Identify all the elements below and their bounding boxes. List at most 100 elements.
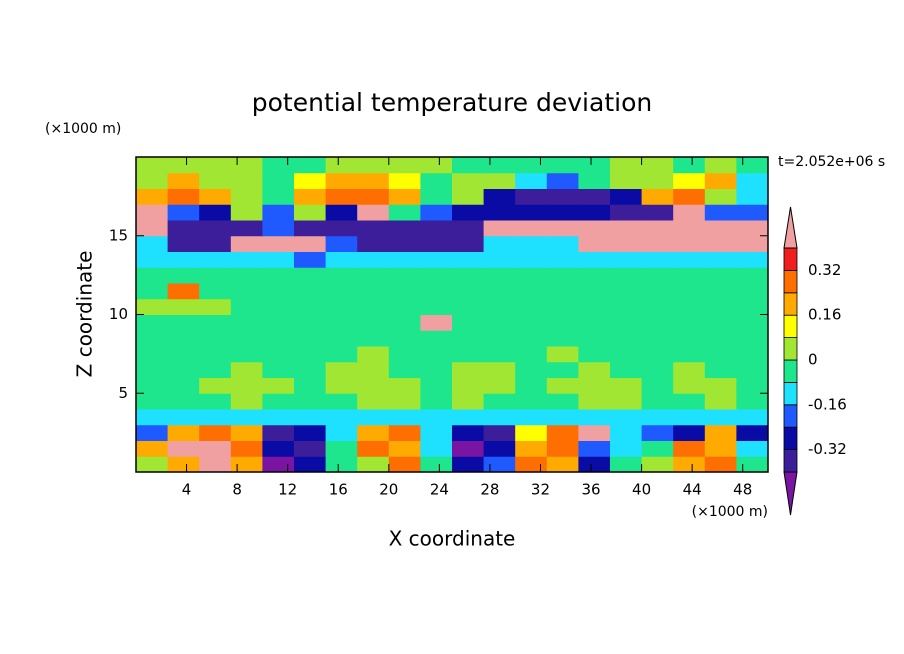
contour-cell: [673, 424, 706, 441]
colorbar-band: [783, 426, 798, 451]
colorbar-label: 0: [808, 351, 818, 369]
contour-cell: [230, 235, 263, 252]
x-tick-label: 12: [278, 481, 297, 499]
contour-cell: [388, 188, 421, 205]
contour-cell: [515, 440, 548, 457]
contour-cell: [388, 377, 421, 394]
time-label: t=2.052e+06 s: [778, 154, 885, 170]
contour-cell: [546, 361, 579, 378]
contour-cell: [262, 220, 295, 237]
contour-cell: [420, 235, 453, 252]
contour-cell: [325, 361, 358, 378]
contour-cell: [704, 456, 737, 473]
contour-cell: [262, 267, 295, 284]
contour-cell: [578, 440, 611, 457]
contour-cell: [452, 393, 485, 410]
contour-cell: [578, 361, 611, 378]
contour-cell: [483, 220, 516, 237]
contour-cell: [610, 393, 643, 410]
contour-cell: [262, 157, 295, 174]
contour-cell: [578, 267, 611, 284]
contour-cell: [736, 424, 769, 441]
contour-cell: [641, 251, 674, 268]
contour-cell: [641, 330, 674, 347]
contour-cell: [136, 361, 169, 378]
contour-cell: [578, 220, 611, 237]
contour-cell: [704, 188, 737, 205]
contour-cell: [199, 393, 232, 410]
contour-cell: [641, 440, 674, 457]
contour-cell: [325, 424, 358, 441]
contour-cell: [167, 330, 200, 347]
contour-cell: [199, 220, 232, 237]
contour-cell: [610, 251, 643, 268]
contour-cell: [704, 267, 737, 284]
contour-cell: [641, 204, 674, 221]
contour-cell: [420, 283, 453, 300]
contour-cell: [199, 251, 232, 268]
contour-cell: [704, 377, 737, 394]
contour-cell: [294, 314, 327, 331]
chart-title: potential temperature deviation: [252, 88, 652, 117]
colorbar-band: [783, 449, 798, 473]
contour-cell: [388, 330, 421, 347]
x-tick-label: 8: [232, 481, 242, 499]
contour-cell: [325, 251, 358, 268]
contour-cell: [357, 314, 390, 331]
contour-cell: [736, 188, 769, 205]
contour-cell: [199, 172, 232, 189]
contour-cell: [610, 409, 643, 426]
contour-cell: [388, 314, 421, 331]
contour-cell: [515, 409, 548, 426]
contour-cell: [167, 204, 200, 221]
contour-cell: [736, 409, 769, 426]
contour-cell: [673, 267, 706, 284]
contour-cell: [167, 157, 200, 174]
contour-cell: [420, 346, 453, 363]
x-tick-label: 24: [430, 481, 449, 499]
contour-cell: [420, 314, 453, 331]
contour-cell: [736, 235, 769, 252]
contour-cell: [262, 235, 295, 252]
contour-cell: [420, 409, 453, 426]
contour-cell: [357, 235, 390, 252]
x-unit: (×1000 m): [692, 504, 768, 520]
contour-cell: [294, 188, 327, 205]
contour-cell: [578, 235, 611, 252]
x-tick-label: 32: [531, 481, 550, 499]
contour-cell: [357, 393, 390, 410]
contour-cell: [136, 424, 169, 441]
contour-cell: [578, 330, 611, 347]
contour-cell: [704, 424, 737, 441]
contour-cell: [136, 220, 169, 237]
colorbar-band: [783, 292, 798, 316]
contour-cell: [262, 409, 295, 426]
contour-cell: [199, 157, 232, 174]
contour-cell: [546, 267, 579, 284]
contour-cell: [294, 251, 327, 268]
y-unit: (×1000 m): [45, 121, 121, 137]
contour-cell: [546, 188, 579, 205]
contour-cell: [673, 409, 706, 426]
contour-cell: [641, 188, 674, 205]
contour-cell: [452, 235, 485, 252]
contour-cell: [325, 346, 358, 363]
contour-cell: [136, 377, 169, 394]
contour-cell: [262, 456, 295, 473]
contour-cell: [325, 393, 358, 410]
contour-cell: [230, 314, 263, 331]
contour-cell: [199, 298, 232, 315]
contour-cell: [641, 298, 674, 315]
contour-cell: [515, 393, 548, 410]
contour-cell: [452, 330, 485, 347]
contour-cell: [546, 220, 579, 237]
contour-cell: [704, 440, 737, 457]
contour-cell: [515, 424, 548, 441]
contour-cell: [167, 188, 200, 205]
colorbar-lower: [783, 471, 798, 516]
contour-cell: [136, 251, 169, 268]
contour-cell: [578, 283, 611, 300]
colorbar-band: [783, 381, 798, 406]
contour-cell: [294, 330, 327, 347]
contour-cell: [294, 235, 327, 252]
